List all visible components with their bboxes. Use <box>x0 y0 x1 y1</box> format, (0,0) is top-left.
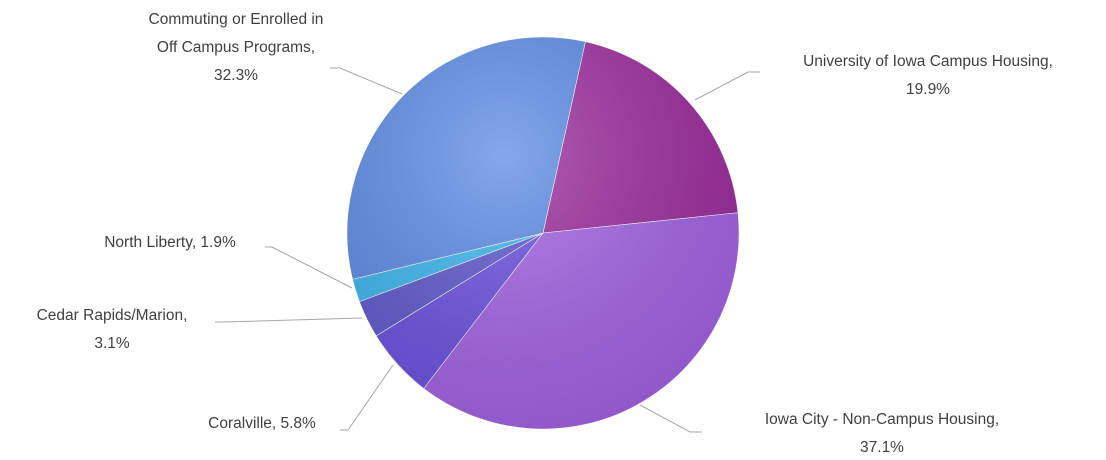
data-label: 32.3% <box>214 67 258 84</box>
leader-line <box>340 364 394 431</box>
data-label: University of Iowa Campus Housing, <box>803 53 1053 70</box>
data-label: Iowa City - Non-Campus Housing, <box>765 411 999 428</box>
leader-line <box>265 246 353 289</box>
pie <box>346 36 740 430</box>
data-label: Commuting or Enrolled in <box>149 11 324 28</box>
data-label: 19.9% <box>906 81 950 98</box>
leader-line <box>215 317 363 323</box>
data-label: Coralville, 5.8% <box>208 415 316 432</box>
data-label: 37.1% <box>860 439 904 456</box>
data-label: North Liberty, 1.9% <box>104 234 236 251</box>
leader-line <box>639 404 702 433</box>
leader-line <box>330 67 403 95</box>
labels: University of Iowa Campus Housing, 19.9% I… <box>37 11 1053 456</box>
data-label: Off Campus Programs, <box>157 39 315 56</box>
data-label: 3.1% <box>94 335 130 352</box>
leader-line <box>694 71 760 101</box>
data-label: Cedar Rapids/Marion, <box>37 307 188 324</box>
